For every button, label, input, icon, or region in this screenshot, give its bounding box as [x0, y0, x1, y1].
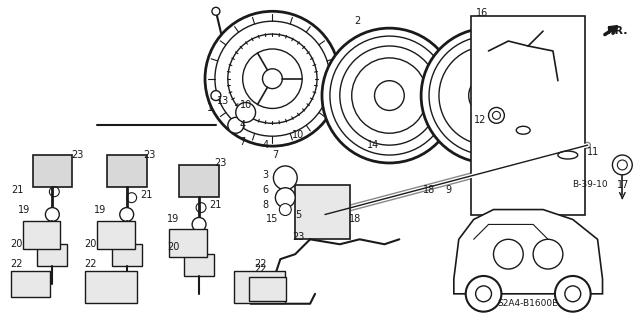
Ellipse shape	[516, 126, 530, 134]
Text: 5: 5	[295, 210, 301, 219]
Text: 21: 21	[140, 190, 153, 200]
Text: 2: 2	[355, 16, 361, 26]
Text: 23: 23	[214, 158, 227, 168]
Text: 21: 21	[210, 200, 222, 210]
Bar	[85, 271, 136, 303]
Circle shape	[228, 117, 244, 133]
Text: 20: 20	[10, 239, 22, 249]
Bar	[38, 244, 67, 266]
Text: 21: 21	[12, 185, 24, 195]
Circle shape	[555, 276, 591, 312]
Text: 12: 12	[474, 115, 487, 125]
Circle shape	[476, 286, 492, 302]
Text: 22: 22	[84, 259, 97, 269]
Circle shape	[466, 276, 501, 312]
Text: 18: 18	[349, 214, 361, 225]
Text: 10: 10	[292, 130, 304, 140]
Bar	[33, 155, 72, 187]
Text: 6: 6	[262, 185, 268, 195]
Text: 18: 18	[423, 185, 435, 195]
Bar	[179, 165, 219, 197]
Circle shape	[120, 208, 134, 221]
Circle shape	[493, 239, 524, 269]
PathPatch shape	[454, 210, 602, 294]
Text: 22: 22	[10, 259, 22, 269]
Text: 10: 10	[239, 100, 252, 110]
Circle shape	[273, 166, 297, 190]
Circle shape	[279, 204, 291, 216]
Text: 1: 1	[207, 103, 213, 114]
Text: 7: 7	[272, 150, 278, 160]
Circle shape	[322, 28, 457, 163]
Circle shape	[533, 239, 563, 269]
Ellipse shape	[558, 151, 578, 159]
Text: 19: 19	[19, 204, 31, 215]
Circle shape	[275, 188, 295, 208]
Text: 7: 7	[239, 137, 246, 147]
Bar	[170, 229, 207, 257]
Bar	[11, 271, 51, 297]
Text: 23: 23	[143, 150, 156, 160]
Text: 4: 4	[239, 120, 246, 130]
Text: FR.: FR.	[607, 26, 628, 36]
Circle shape	[612, 155, 632, 175]
Text: S2A4-B1600E: S2A4-B1600E	[498, 299, 559, 308]
Circle shape	[493, 111, 500, 119]
Bar	[234, 271, 285, 303]
Text: 20: 20	[84, 239, 97, 249]
Text: 13: 13	[217, 95, 229, 106]
Circle shape	[565, 286, 580, 302]
Text: 14: 14	[367, 140, 380, 150]
Text: 11: 11	[586, 147, 599, 157]
Text: 3: 3	[262, 170, 268, 180]
Text: 22: 22	[254, 264, 267, 274]
Circle shape	[488, 108, 504, 123]
Text: 9: 9	[446, 185, 452, 195]
Text: 4: 4	[262, 140, 268, 150]
Text: 15: 15	[266, 214, 278, 225]
Bar	[248, 277, 286, 301]
Circle shape	[618, 160, 627, 170]
Circle shape	[421, 28, 556, 163]
Text: 22: 22	[255, 259, 267, 269]
Bar	[295, 185, 349, 239]
Bar	[97, 221, 134, 249]
Circle shape	[212, 7, 220, 15]
Circle shape	[45, 208, 60, 221]
Text: 17: 17	[618, 180, 630, 190]
Text: 19: 19	[167, 214, 179, 225]
Circle shape	[192, 218, 206, 231]
Bar	[107, 155, 147, 187]
Text: 23: 23	[71, 150, 83, 160]
Circle shape	[236, 102, 255, 122]
Circle shape	[211, 91, 221, 100]
Bar	[184, 254, 214, 276]
Text: 19: 19	[93, 204, 106, 215]
Text: 8: 8	[262, 200, 268, 210]
Text: B-39-10: B-39-10	[572, 180, 607, 189]
Circle shape	[205, 11, 340, 146]
Text: 20: 20	[167, 242, 179, 252]
Bar	[470, 16, 585, 214]
Text: 16: 16	[476, 8, 488, 18]
Text: 23: 23	[292, 232, 305, 242]
Bar	[112, 244, 141, 266]
Bar	[22, 221, 60, 249]
